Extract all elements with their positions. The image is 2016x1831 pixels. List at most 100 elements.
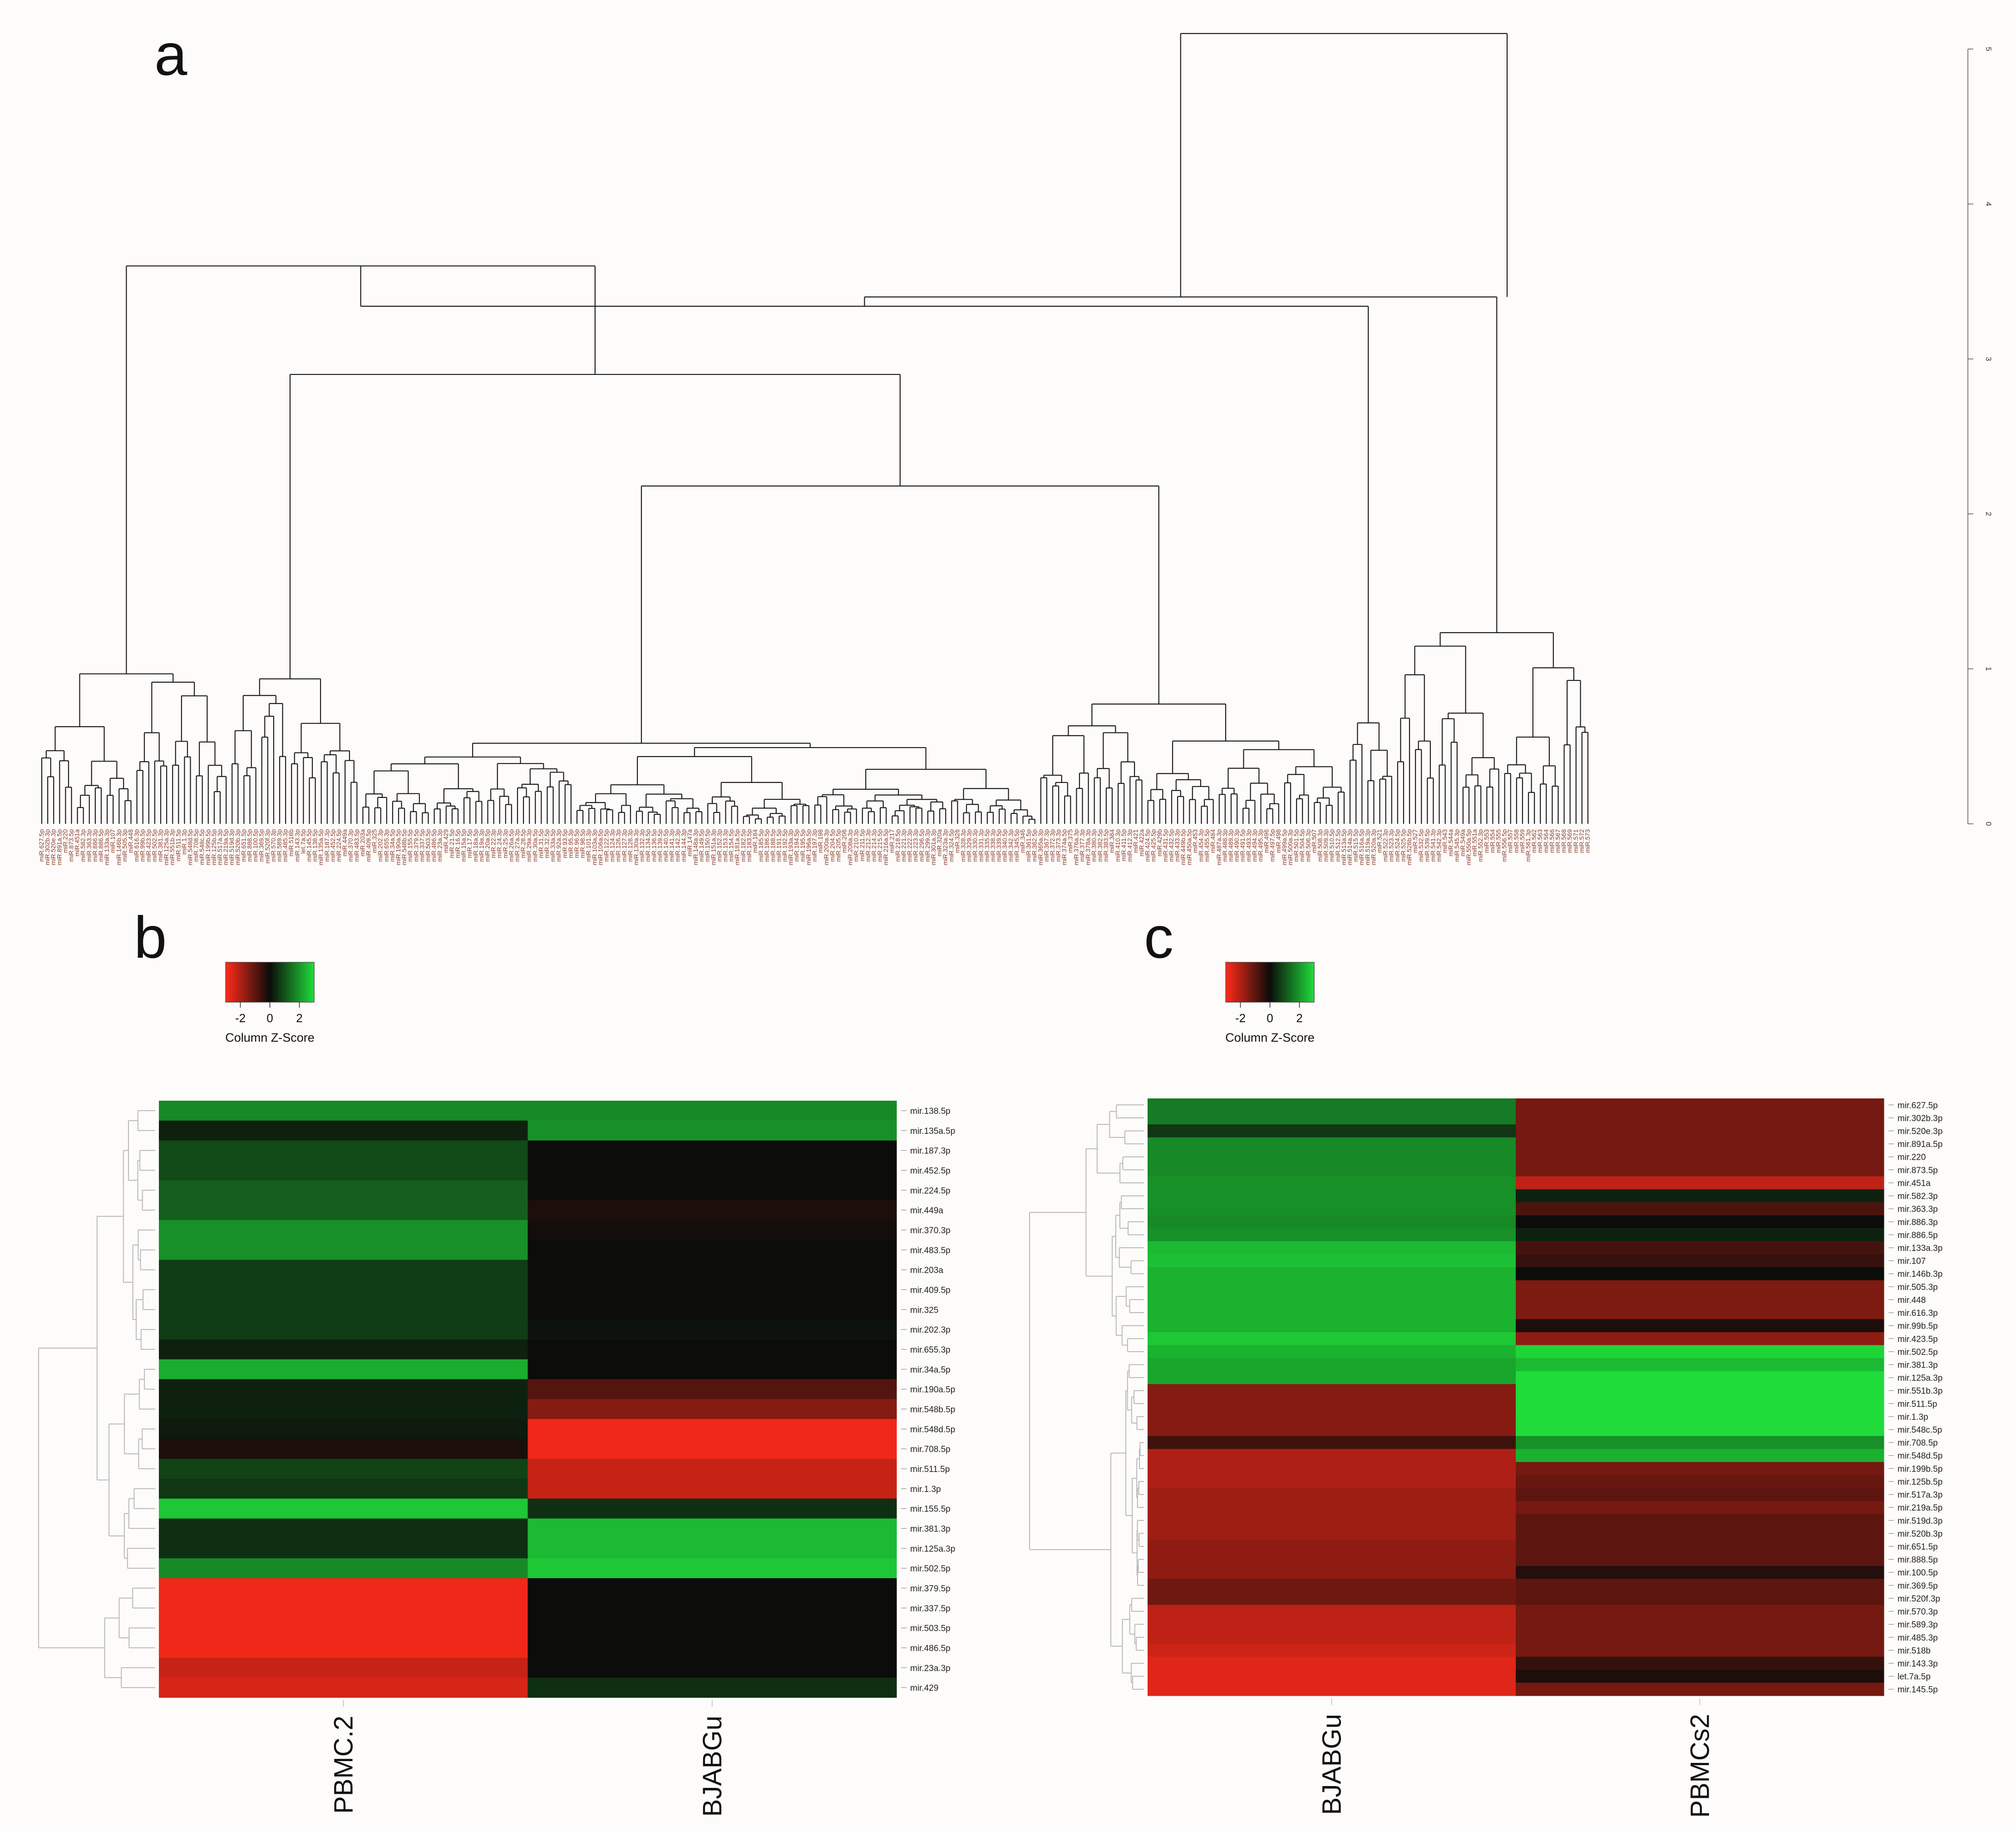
row-label: mir.1.3p [910,1485,941,1494]
heatmap-cell [159,1678,528,1698]
dendrogram-a-leaf-labels: miR.627.5pmiR.302b.3pmiR.520e.3pmiR.891a… [38,829,1591,866]
dendrogram-leaf-label: miR.370.3p [347,829,354,862]
color-key-swatch [1301,962,1304,1002]
dendrogram-leaf-label: miR.361.5p [1025,829,1032,862]
dendrogram-leaf-label: miR.514a.3p [1346,829,1353,866]
heatmap-cell [159,1359,528,1380]
color-key-swatch [263,962,266,1002]
dendrogram-leaf-label: miR.511.5p [174,829,182,861]
dendrogram-leaf-label: miR.496 [1263,829,1270,853]
dendrogram-leaf-label: miR.422a [1138,829,1145,856]
dendrogram-leaf-label: miR.183.5p [745,829,753,862]
color-key-swatch [1294,962,1297,1002]
dendrogram-leaf-label: miR.133a.3p [103,829,110,866]
heatmap-cell [527,1200,897,1221]
heatmap-cell [1148,1319,1516,1333]
heatmap-cell [1148,1449,1516,1462]
dendrogram-leaf-label: miR.487a.3p [1215,829,1222,866]
row-label: mir.202.3p [910,1325,951,1335]
panel-b-letter: b [134,904,167,970]
dendrogram-leaf-label: miR.491.5p [1239,829,1246,862]
row-label: mir.548d.5p [910,1425,955,1434]
dendrogram-leaf-label: miR.26a.5p [508,829,515,862]
dendrogram-leaf-label: miR.188.5p [769,829,776,862]
dendrogram-leaf-label: miR.519a.3p [1364,829,1371,866]
dendrogram-leaf-label: miR.329.3p [966,829,973,862]
dendrogram-leaf-label: miR.187.3p [323,829,330,862]
heatmap-cell [527,1319,897,1340]
heatmap-cell [1516,1423,1884,1437]
dendrogram-leaf-label: miR.16.5p [454,829,461,858]
heatmap-cell [1516,1436,1884,1449]
dendrogram-leaf-label: miR.550a.5p [1465,829,1472,866]
dendrogram-leaf-label: miR.31.5p [537,829,544,858]
dendrogram-leaf-label: miR.431.5p [1162,829,1169,862]
heatmap-cell [1148,1683,1516,1696]
dendrogram-leaf-label: miR.627.5p [38,829,45,862]
heatmap-cell [527,1439,897,1459]
color-key-swatch [226,962,228,1002]
heatmap-cell [1516,1488,1884,1501]
dendrogram-leaf-label: miR.412.3p [1126,829,1133,862]
dendrogram-leaf-label: miR.616.3p [133,829,140,862]
dendrogram-leaf-label: miR.374a.5p [1060,829,1068,866]
dendrogram-leaf-label: miR.302b.3p [44,829,51,866]
dendrogram-axis-tick-label: 3 [1984,357,1993,361]
dendrogram-leaf-label: miR.519d.3p [228,829,235,866]
heatmap-cell [159,1140,528,1161]
dendrogram-leaf-label: miR.328.3p [960,829,967,862]
color-key-swatch [252,962,255,1002]
color-key-swatch [232,962,235,1002]
dendrogram-leaf-label: miR.135a.5p [317,829,325,866]
dendrogram-leaf-label: miR.22.3p [490,829,497,858]
dendrogram-leaf-label: miR.555 [1495,829,1502,853]
heatmap-cell [1148,1137,1516,1151]
dendrogram-leaf-label: miR.182.5p [739,829,747,862]
dendrogram-leaf-label: miR.494.3p [1251,829,1258,862]
heatmap-cell [1148,1630,1516,1644]
row-label: mir.302b.3p [1898,1114,1942,1123]
dendrogram-leaf-label: miR.21.5p [448,829,455,858]
heatmap-cell [1516,1176,1884,1190]
row-label: mir.655.3p [910,1345,951,1355]
dendrogram-leaf-label: miR.142.3p [674,829,681,862]
heatmap-cell [1516,1683,1884,1696]
heatmap-cell [1516,1254,1884,1268]
row-label: mir.518b [1898,1646,1931,1656]
heatmap-cell [1516,1527,1884,1541]
dendrogram-leaf-label: miR.552.3p [1477,829,1484,862]
row-label: mir.886.5p [1898,1231,1938,1240]
color-key-tick-label: 2 [1296,1011,1302,1025]
dendrogram-leaf-label: miR.452.5p [329,829,336,862]
dendrogram-leaf-label: miR.425.5p [1150,829,1157,862]
dendrogram-leaf-label: miR.518b [287,829,295,856]
dendrogram-leaf-label: miR.155.5p [406,829,414,862]
color-key-swatch [1257,962,1259,1002]
heatmap-cell [1148,1384,1516,1398]
dendrogram-leaf-label: miR.410.3p [1114,829,1121,862]
dendrogram-leaf-label: miR.204.5p [828,829,836,862]
dendrogram-leaf-label: miR.888.5p [246,829,253,862]
dendrogram-leaf-label: miR.215.5p [876,829,883,862]
row-label: mir.125b.5p [1898,1477,1942,1487]
dendrogram-leaf-label: miR.544a [1447,829,1454,856]
row-label: mir.520e.3p [1898,1127,1942,1137]
dendrogram-a-axis: 0 1 2 3 4 5 [1967,47,1993,826]
row-label: mir.155.5p [910,1505,951,1514]
color-key-swatch [1241,962,1244,1002]
color-key-swatch [1283,962,1286,1002]
heatmap-cell [159,1299,528,1320]
dendrogram-leaf-label: miR.146b.3p [115,829,122,866]
dendrogram-leaf-label: miR.651.5p [240,829,247,862]
heatmap-cell [1516,1306,1884,1319]
heatmap-cell [1516,1410,1884,1423]
color-key-swatch [1312,962,1315,1002]
heatmap-cell [1148,1371,1516,1384]
heatmap-cell [159,1101,528,1121]
dendrogram-leaf-label: miR.136.5p [650,829,657,862]
heatmap-cell [1148,1579,1516,1592]
dendrogram-leaf-label: miR.194.5p [793,829,800,862]
dendrogram-leaf-label: miR.324.5p [947,829,955,862]
row-label: mir.483.5p [910,1246,951,1255]
row-label: mir.199b.5p [1898,1464,1942,1474]
